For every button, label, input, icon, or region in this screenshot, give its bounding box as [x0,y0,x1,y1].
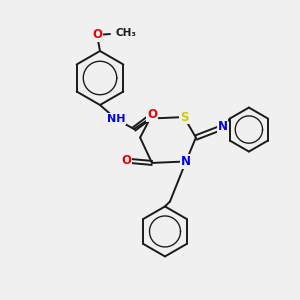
Text: O: O [147,109,157,122]
Text: O: O [121,154,131,167]
Text: N: N [218,120,228,133]
Text: O: O [92,28,102,41]
Text: CH₃: CH₃ [115,28,136,38]
Text: NH: NH [107,114,125,124]
Text: S: S [180,111,188,124]
Text: N: N [181,155,191,168]
